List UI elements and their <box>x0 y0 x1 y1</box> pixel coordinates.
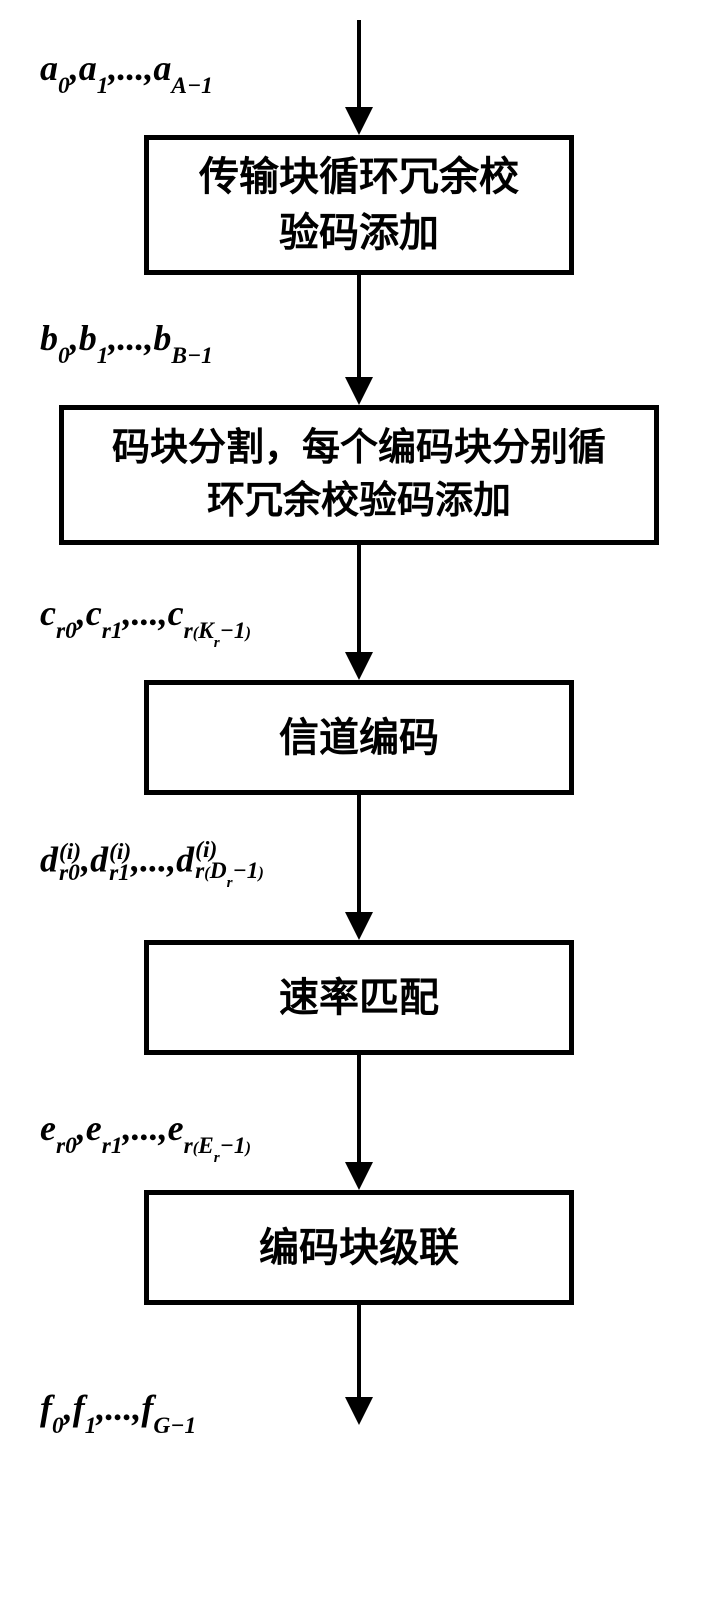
box5-text: 编码块级联 <box>259 1220 459 1276</box>
var-e: e <box>40 1108 56 1148</box>
arrow-segment-f: f0,f1,...,fG−1 <box>40 1305 678 1425</box>
arrow-segment-a: a0,a1,...,aA−1 <box>40 20 678 135</box>
box-codeblock-segment: 码块分割，每个编码块分别循 环冗余校验码添加 <box>59 405 659 545</box>
sub-b1: 1 <box>97 343 109 369</box>
var-f: f <box>40 1388 52 1428</box>
sub-a0: 0 <box>58 73 70 99</box>
var-d: d <box>40 839 58 879</box>
arrow-head-4 <box>345 912 373 940</box>
sub-crK: r(Kr−1) <box>184 618 251 644</box>
sub-b0: 0 <box>58 343 70 369</box>
arrow-head-2 <box>345 377 373 405</box>
arrow-segment-b: b0,b1,...,bB−1 <box>40 275 678 405</box>
supsub-d1: (i)r0 <box>59 842 81 884</box>
box4-text: 速率匹配 <box>279 970 439 1026</box>
box-transport-crc: 传输块循环冗余校 验码添加 <box>144 135 574 275</box>
arrow-head-3 <box>345 652 373 680</box>
arrow-line-5 <box>357 1055 361 1162</box>
var-b2: b <box>79 318 97 358</box>
supsub-d3: (i)r(Dr−1) <box>195 840 264 886</box>
arrow-line-3 <box>357 545 361 652</box>
label-b: b0,b1,...,bB−1 <box>40 320 213 364</box>
arrow-head-6 <box>345 1397 373 1425</box>
arrow-head-5 <box>345 1162 373 1190</box>
var-d3: d <box>176 839 194 879</box>
var-f3: f <box>141 1388 153 1428</box>
box1-line2: 验码添加 <box>279 210 439 255</box>
sub-a1: 1 <box>97 73 109 99</box>
box3-text: 信道编码 <box>279 710 439 766</box>
box2-line2: 环冗余校验码添加 <box>207 480 511 522</box>
var-d2: d <box>90 839 108 879</box>
flowchart-container: a0,a1,...,aA−1 传输块循环冗余校 验码添加 b0,b1,...,b… <box>40 20 678 1425</box>
var-e2: e <box>86 1108 102 1148</box>
box2-line1: 码块分割，每个编码块分别循 <box>112 427 606 469</box>
var-c2: c <box>86 593 102 633</box>
label-f: f0,f1,...,fG−1 <box>40 1390 196 1434</box>
var-c3: c <box>168 593 184 633</box>
var-a3: a <box>153 48 171 88</box>
var-b3: b <box>153 318 171 358</box>
arrow-line-6 <box>357 1305 361 1397</box>
sub-er1: r1 <box>102 1133 123 1159</box>
arrow-line-2 <box>357 275 361 377</box>
label-e: er0,er1,...,er(Er−1) <box>40 1110 251 1157</box>
sub-bB: B−1 <box>171 343 212 369</box>
arrow-segment-d: d(i)r0,d(i)r1,...,d(i)r(Dr−1) <box>40 795 678 940</box>
label-d: d(i)r0,d(i)r1,...,d(i)r(Dr−1) <box>40 840 264 886</box>
box1-line1: 传输块循环冗余校 <box>199 154 519 199</box>
var-e3: e <box>168 1108 184 1148</box>
sub-cr0: r0 <box>56 618 77 644</box>
box-codeblock-concat: 编码块级联 <box>144 1190 574 1305</box>
arrow-segment-c: cr0,cr1,...,cr(Kr−1) <box>40 545 678 680</box>
sub-erE: r(Er−1) <box>184 1133 251 1159</box>
sub-f0: 0 <box>52 1413 64 1439</box>
sub-aA: A−1 <box>171 73 212 99</box>
sub-er0: r0 <box>56 1133 77 1159</box>
box-channel-coding: 信道编码 <box>144 680 574 795</box>
sub-f1: 1 <box>85 1413 97 1439</box>
arrow-head-1 <box>345 107 373 135</box>
arrow-segment-e: er0,er1,...,er(Er−1) <box>40 1055 678 1190</box>
box-rate-matching: 速率匹配 <box>144 940 574 1055</box>
arrow-line-4 <box>357 795 361 912</box>
label-a: a0,a1,...,aA−1 <box>40 50 213 94</box>
sub-fG: G−1 <box>153 1413 196 1439</box>
sub-cr1: r1 <box>102 618 123 644</box>
var-a: a <box>40 48 58 88</box>
var-b: b <box>40 318 58 358</box>
supsub-d2: (i)r1 <box>109 842 131 884</box>
arrow-line-1 <box>357 20 361 107</box>
var-f2: f <box>73 1388 85 1428</box>
var-a2: a <box>79 48 97 88</box>
var-c: c <box>40 593 56 633</box>
label-c: cr0,cr1,...,cr(Kr−1) <box>40 595 251 642</box>
